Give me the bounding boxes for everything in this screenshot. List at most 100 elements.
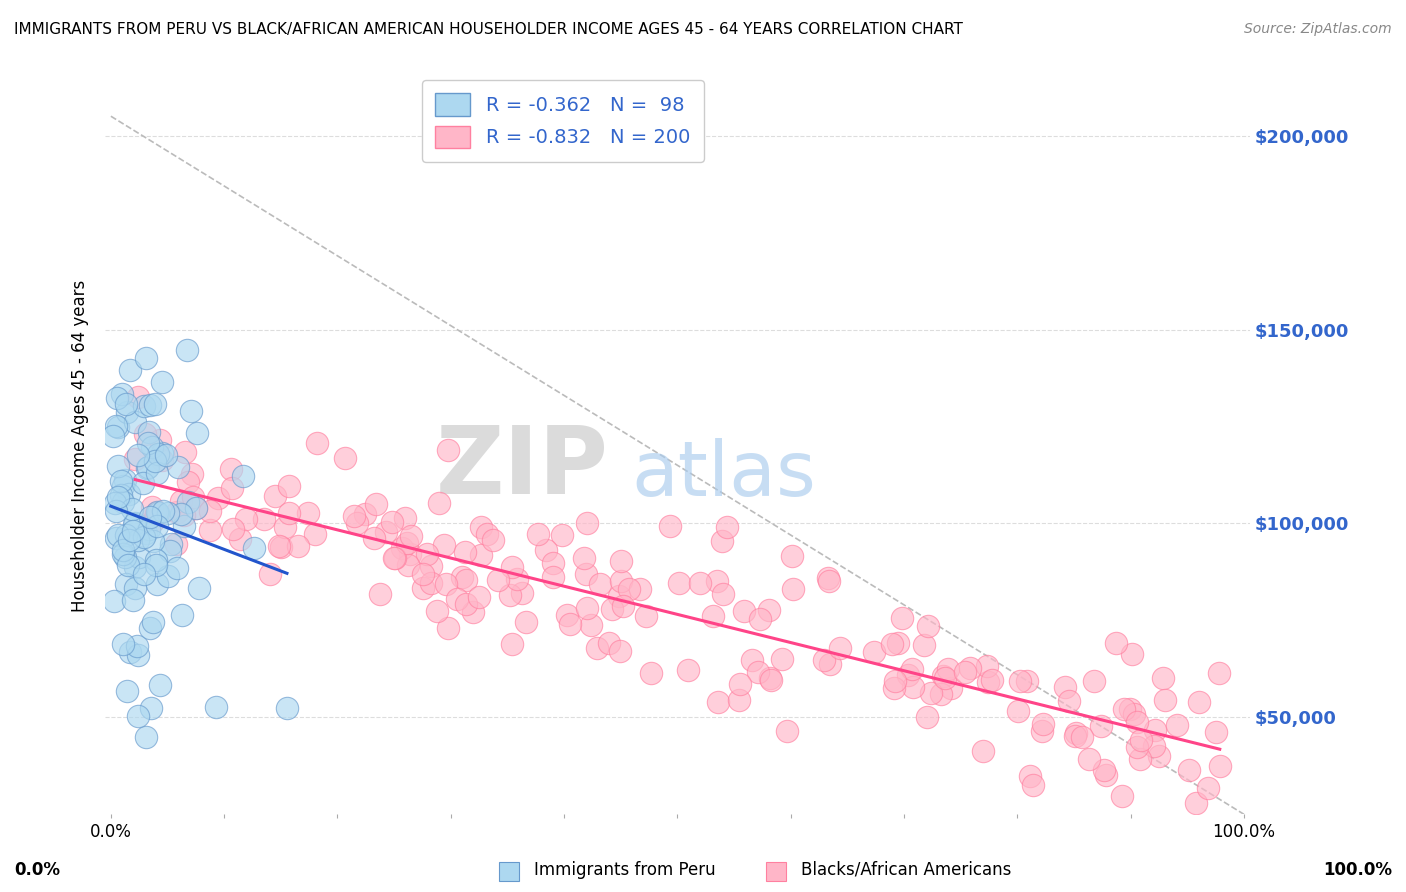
Point: [138, 522, 160, 536]
Point: [512, 586, 534, 600]
Point: [142, 534, 165, 549]
Text: 0.0%: 0.0%: [14, 861, 60, 879]
Point: [1031, 723, 1053, 738]
Point: [932, 669, 955, 683]
Point: [711, 587, 734, 601]
Point: [1053, 680, 1076, 694]
Point: [150, 453, 173, 467]
Point: [541, 556, 564, 570]
Point: [395, 536, 418, 550]
Point: [180, 404, 202, 418]
Point: [598, 636, 620, 650]
Point: [152, 504, 174, 518]
Point: [981, 673, 1004, 688]
Point: [105, 532, 128, 546]
Point: [702, 608, 724, 623]
Point: [259, 567, 281, 582]
Point: [115, 397, 138, 411]
Point: [139, 621, 162, 635]
Point: [366, 497, 388, 511]
Point: [977, 674, 1000, 689]
Point: [149, 433, 172, 447]
Point: [107, 420, 129, 434]
Point: [363, 531, 385, 545]
Point: [146, 506, 169, 520]
Point: [187, 581, 209, 595]
Point: [135, 730, 157, 744]
Point: [976, 658, 998, 673]
Point: [149, 677, 172, 691]
Point: [172, 607, 194, 622]
Point: [205, 699, 228, 714]
Point: [148, 447, 170, 461]
Point: [139, 701, 162, 715]
Point: [1188, 695, 1211, 709]
Point: [232, 469, 254, 483]
Point: [276, 701, 298, 715]
Point: [135, 351, 157, 366]
Point: [1166, 718, 1188, 732]
Point: [575, 516, 598, 530]
Point: [118, 487, 141, 501]
Point: [610, 554, 633, 568]
Point: [384, 551, 406, 566]
Point: [198, 504, 221, 518]
Point: [166, 505, 188, 519]
Point: [574, 550, 596, 565]
Point: [609, 643, 631, 657]
Point: [354, 508, 377, 522]
Point: [124, 415, 146, 429]
Point: [146, 505, 169, 519]
Point: [287, 539, 309, 553]
Point: [609, 574, 631, 588]
Point: [181, 490, 204, 504]
Point: [451, 570, 474, 584]
Point: [776, 724, 799, 739]
Point: [107, 490, 129, 504]
Point: [1119, 701, 1142, 715]
Point: [733, 603, 755, 617]
Point: [1154, 693, 1177, 707]
Point: [501, 637, 523, 651]
Point: [749, 612, 772, 626]
Point: [120, 363, 142, 377]
Point: [278, 506, 301, 520]
Point: [132, 400, 155, 414]
Point: [454, 597, 477, 611]
Point: [707, 695, 730, 709]
Point: [1007, 704, 1029, 718]
Point: [579, 618, 602, 632]
Point: [427, 496, 450, 510]
Point: [399, 547, 422, 561]
Point: [659, 519, 682, 533]
Point: [1129, 733, 1152, 747]
Point: [112, 494, 135, 508]
Point: [1071, 730, 1094, 744]
Point: [759, 673, 782, 688]
Point: [1105, 636, 1128, 650]
Point: [138, 425, 160, 439]
Point: [782, 582, 804, 597]
Point: [817, 571, 839, 585]
Point: [710, 533, 733, 548]
Point: [959, 661, 981, 675]
Point: [891, 611, 914, 625]
Point: [115, 577, 138, 591]
Point: [558, 616, 581, 631]
Text: IMMIGRANTS FROM PERU VS BLACK/AFRICAN AMERICAN HOUSEHOLDER INCOME AGES 45 - 64 Y: IMMIGRANTS FROM PERU VS BLACK/AFRICAN AM…: [14, 22, 963, 37]
Text: ZIP: ZIP: [436, 422, 609, 514]
Point: [436, 443, 458, 458]
Point: [111, 542, 134, 557]
Point: [139, 398, 162, 412]
Point: [863, 645, 886, 659]
Point: [382, 551, 405, 566]
Point: [1064, 729, 1087, 743]
Point: [270, 540, 292, 554]
Point: [883, 681, 905, 696]
Point: [114, 528, 136, 542]
Point: [117, 558, 139, 573]
Point: [136, 436, 159, 450]
Point: [555, 608, 578, 623]
Point: [1083, 673, 1105, 688]
Text: Immigrants from Peru: Immigrants from Peru: [534, 861, 716, 879]
